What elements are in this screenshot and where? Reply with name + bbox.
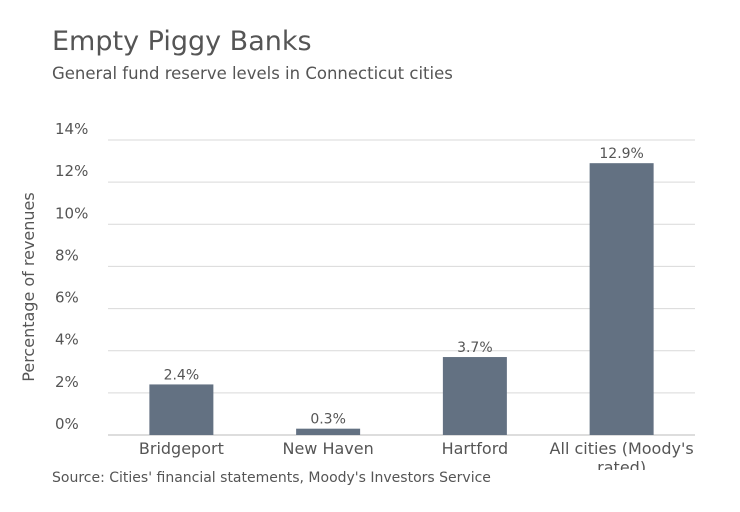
- y-tick-label: 2%: [55, 373, 79, 391]
- y-axis-label: Percentage of revenues: [19, 192, 38, 381]
- chart-subtitle: General fund reserve levels in Connectic…: [52, 64, 453, 83]
- data-label: 3.7%: [457, 340, 493, 356]
- bar: [589, 163, 654, 435]
- y-tick-label: 6%: [55, 289, 79, 307]
- bar-chart: 0% 2% 4% 6% 8% 10% 12% 14% 2.4% 0.3% 3.7% 12.9% Br…: [19, 120, 695, 470]
- y-tick-label: 4%: [55, 331, 79, 349]
- x-tick-label: Hartford: [442, 439, 509, 458]
- x-tick-label: Bridgeport: [139, 439, 224, 458]
- data-label: 2.4%: [164, 367, 200, 383]
- chart-title: Empty Piggy Banks: [52, 26, 312, 57]
- data-label: 12.9%: [599, 146, 643, 162]
- y-tick-label: 10%: [55, 204, 88, 222]
- data-label: 0.3%: [310, 412, 346, 428]
- bar: [296, 428, 361, 435]
- bar: [149, 384, 214, 435]
- x-tick-label: All cities (Moody's rated): [550, 439, 694, 470]
- y-axis-ticks: 0% 2% 4% 6% 8% 10% 12% 14%: [55, 120, 88, 433]
- value-labels: 2.4% 0.3% 3.7% 12.9%: [164, 146, 644, 428]
- y-tick-label: 12%: [55, 162, 88, 180]
- x-axis-ticks: Bridgeport New Haven Hartford All cities (M…: [139, 439, 694, 470]
- y-tick-label: 8%: [55, 246, 79, 264]
- bars: [149, 163, 654, 435]
- x-tick-label: New Haven: [282, 439, 373, 458]
- y-tick-label: 14%: [55, 120, 88, 138]
- y-tick-label: 0%: [55, 415, 79, 433]
- bar: [442, 357, 507, 435]
- source-note: Source: Cities' financial statements, Mo…: [52, 470, 491, 486]
